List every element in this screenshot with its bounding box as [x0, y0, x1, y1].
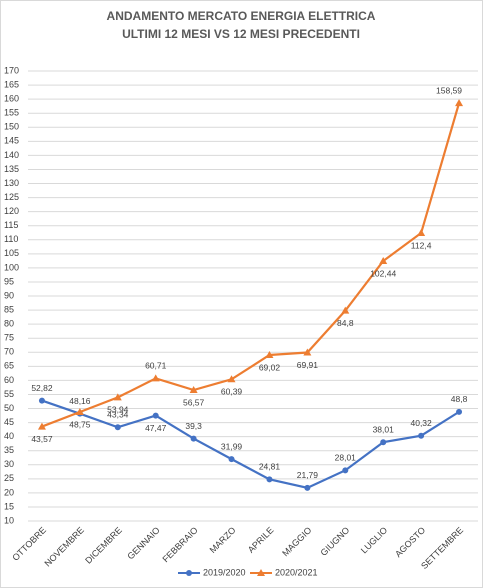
legend-marker — [257, 569, 265, 576]
y-tick-label: 25 — [4, 473, 14, 483]
y-tick-label: 55 — [4, 389, 14, 399]
data-label: 158,59 — [436, 85, 462, 95]
data-point — [265, 351, 274, 359]
data-label: 31,99 — [221, 441, 243, 451]
data-label: 112,4 — [411, 240, 432, 250]
data-point — [455, 99, 464, 107]
y-tick-label: 90 — [4, 290, 14, 300]
data-point — [189, 386, 198, 394]
y-tick-label: 15 — [4, 501, 14, 511]
data-point — [152, 412, 159, 419]
data-point — [113, 393, 122, 401]
y-tick-label: 120 — [4, 206, 19, 216]
y-tick-label: 50 — [4, 403, 14, 413]
data-label: 24,81 — [259, 462, 281, 472]
data-label: 69,02 — [259, 362, 281, 372]
data-point — [380, 439, 387, 446]
data-point — [304, 484, 311, 491]
y-tick-label: 85 — [4, 304, 14, 314]
data-point — [37, 422, 46, 430]
data-label: 43,57 — [31, 434, 53, 444]
chart-title: ANDAMENTO MERCATO ENERGIA ELETTRICA — [107, 9, 376, 23]
y-tick-label: 20 — [4, 487, 14, 497]
data-label: 102,44 — [370, 268, 396, 278]
data-label: 38,01 — [373, 424, 395, 434]
data-point — [266, 476, 273, 483]
y-tick-label: 135 — [4, 164, 19, 174]
data-point — [228, 456, 235, 463]
series-line — [41, 102, 461, 428]
y-tick-label: 75 — [4, 333, 14, 343]
data-label: 84,8 — [337, 318, 354, 328]
y-tick-label: 95 — [4, 276, 14, 286]
data-label: 53,94 — [107, 405, 129, 415]
y-tick-label: 125 — [4, 192, 19, 202]
data-label: 48,16 — [69, 396, 91, 406]
data-point — [151, 374, 160, 382]
data-point — [342, 467, 349, 474]
y-tick-label: 60 — [4, 375, 14, 385]
data-label: 69,91 — [297, 360, 319, 370]
data-label: 43,34 — [107, 409, 129, 419]
y-tick-label: 165 — [4, 79, 19, 89]
data-label: 21,79 — [297, 470, 319, 480]
legend-label: 2019/2020 — [203, 567, 246, 577]
data-label: 40,32 — [410, 418, 432, 428]
y-tick-label: 115 — [4, 220, 18, 230]
data-label: 56,57 — [183, 397, 205, 407]
y-tick-label: 35 — [4, 445, 14, 455]
data-label: 48,75 — [69, 419, 91, 429]
y-tick-label: 100 — [4, 262, 19, 272]
data-label: 52,82 — [31, 383, 53, 393]
y-tick-label: 145 — [4, 136, 19, 146]
y-tick-label: 110 — [4, 234, 18, 244]
data-point — [38, 397, 45, 404]
data-label: 48,8 — [451, 394, 468, 404]
series-line — [41, 399, 460, 489]
data-label: 47,47 — [145, 423, 167, 433]
y-tick-label: 80 — [4, 319, 14, 329]
data-label: 28,01 — [335, 453, 357, 463]
data-point — [417, 229, 426, 236]
legend-marker — [186, 570, 192, 576]
y-tick-label: 45 — [4, 417, 14, 427]
y-tick-label: 105 — [4, 248, 19, 258]
data-point — [341, 306, 350, 314]
data-point — [418, 432, 425, 439]
data-label: 60,71 — [145, 361, 167, 371]
data-label: 39,3 — [185, 421, 202, 431]
data-point — [303, 348, 312, 356]
data-point — [190, 435, 197, 442]
data-point — [75, 408, 84, 416]
y-tick-label: 10 — [4, 515, 14, 525]
y-tick-label: 160 — [4, 94, 19, 104]
y-tick-label: 150 — [4, 122, 19, 132]
y-tick-label: 70 — [4, 347, 14, 357]
legend-label: 2020/2021 — [275, 567, 318, 577]
data-point — [114, 424, 121, 431]
data-point — [379, 257, 388, 265]
y-tick-label: 130 — [4, 178, 19, 188]
y-tick-label: 140 — [4, 150, 19, 160]
y-tick-label: 170 — [4, 65, 19, 75]
data-point — [227, 375, 236, 383]
data-label: 60,39 — [221, 387, 243, 397]
chart-subtitle: ULTIMI 12 MESI VS 12 MESI PRECEDENTI — [122, 27, 360, 41]
y-tick-label: 155 — [4, 108, 19, 118]
y-tick-label: 65 — [4, 361, 14, 371]
data-point — [456, 408, 463, 415]
y-tick-label: 30 — [4, 459, 14, 469]
y-tick-label: 40 — [4, 431, 14, 441]
